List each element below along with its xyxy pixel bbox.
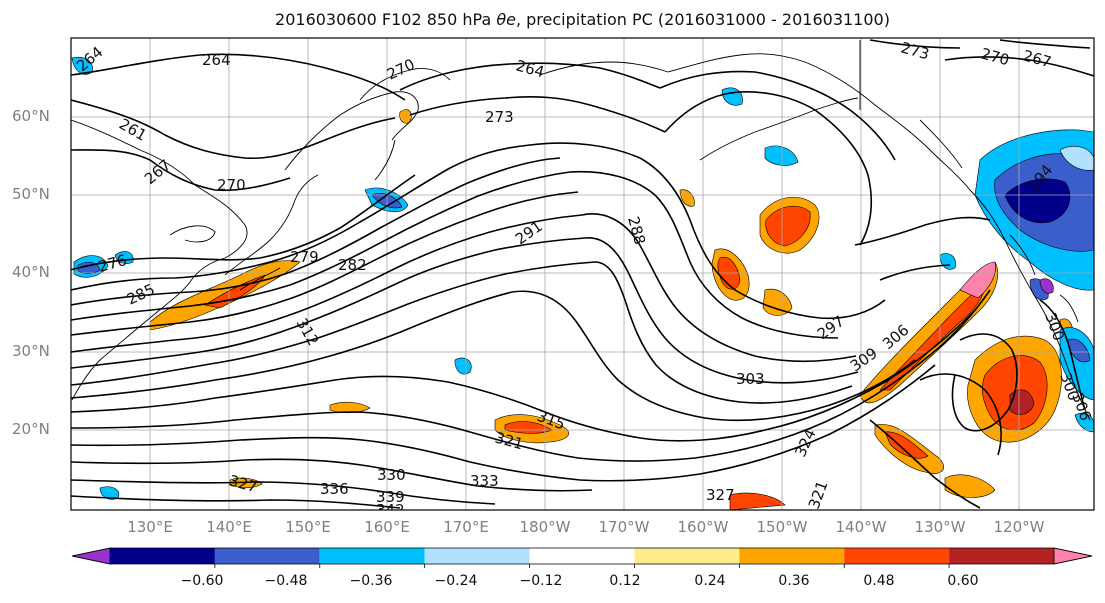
contour-label: 282 bbox=[338, 256, 367, 274]
lon-label-160e: 160°E bbox=[364, 518, 410, 536]
colorbar-tick-label: −0.12 bbox=[519, 573, 563, 589]
colorbar-extend-high bbox=[1053, 547, 1093, 565]
lon-label-130e: 130°E bbox=[127, 518, 173, 536]
lon-label-180w: 180°W bbox=[519, 518, 571, 536]
colorbar-tick-label: −0.36 bbox=[349, 573, 393, 589]
lon-label-150e: 150°E bbox=[285, 518, 331, 536]
colorbar-segment bbox=[529, 548, 635, 564]
lat-label-40n: 40°N bbox=[12, 263, 50, 281]
colorbar-segment bbox=[739, 548, 845, 564]
map-area: 264 264 261 267 270 270 264 273 273 270 … bbox=[71, 38, 1094, 519]
colorbar-tick-label: −0.24 bbox=[434, 573, 478, 589]
lon-label-160w: 160°W bbox=[677, 518, 729, 536]
contour-label: 264 bbox=[202, 51, 231, 69]
coastlines bbox=[71, 40, 1091, 421]
precip-shading bbox=[71, 57, 1094, 510]
colorbar-tick-label: 0.24 bbox=[694, 573, 726, 589]
lat-label-20n: 20°N bbox=[12, 420, 50, 438]
theta-e-contours bbox=[71, 39, 1094, 509]
lon-label-170e: 170°E bbox=[443, 518, 489, 536]
colorbar-segment bbox=[214, 548, 320, 564]
contour-label: 270 bbox=[217, 176, 246, 194]
contour-label: 279 bbox=[290, 248, 319, 266]
lon-label-130w: 130°W bbox=[914, 518, 966, 536]
map-title: 2016030600 F102 850 hPa θe, precipitatio… bbox=[275, 10, 890, 29]
colorbar-segment bbox=[110, 548, 215, 564]
lat-label-60n: 60°N bbox=[12, 107, 50, 125]
colorbar-segment bbox=[319, 548, 425, 564]
colorbar-tick-label: 0.36 bbox=[778, 573, 810, 589]
contour-label: 327 bbox=[706, 486, 735, 504]
contour-label: 273 bbox=[485, 108, 514, 126]
colorbar-segment bbox=[844, 548, 950, 564]
colorbar bbox=[71, 547, 1093, 568]
lat-label-50n: 50°N bbox=[12, 185, 50, 203]
colorbar-tick-label: −0.60 bbox=[180, 573, 224, 589]
colorbar-segment bbox=[634, 548, 740, 564]
lat-label-30n: 30°N bbox=[12, 342, 50, 360]
lon-label-140e: 140°E bbox=[206, 518, 252, 536]
colorbar-tick-label: 0.60 bbox=[947, 573, 979, 589]
contour-label: 330 bbox=[377, 466, 406, 484]
lon-label-150w: 150°W bbox=[756, 518, 808, 536]
colorbar-extend-low bbox=[71, 547, 111, 565]
colorbar-segment bbox=[949, 548, 1054, 564]
contour-label: 336 bbox=[320, 480, 349, 498]
lon-label-170w: 170°W bbox=[598, 518, 650, 536]
colorbar-tick-label: −0.48 bbox=[264, 573, 308, 589]
map-frame bbox=[70, 37, 1095, 511]
colorbar-segment bbox=[424, 548, 530, 564]
contour-label: 342 bbox=[376, 501, 405, 519]
colorbar-outline bbox=[71, 547, 1093, 565]
lon-label-120w: 120°W bbox=[993, 518, 1045, 536]
colorbar-tick-label: 0.12 bbox=[609, 573, 641, 589]
contour-label: 333 bbox=[470, 472, 499, 490]
colorbar-tick-label: 0.48 bbox=[863, 573, 895, 589]
contour-label: 339 bbox=[376, 488, 405, 506]
contour-label: 303 bbox=[736, 370, 765, 388]
lon-label-140w: 140°W bbox=[835, 518, 887, 536]
